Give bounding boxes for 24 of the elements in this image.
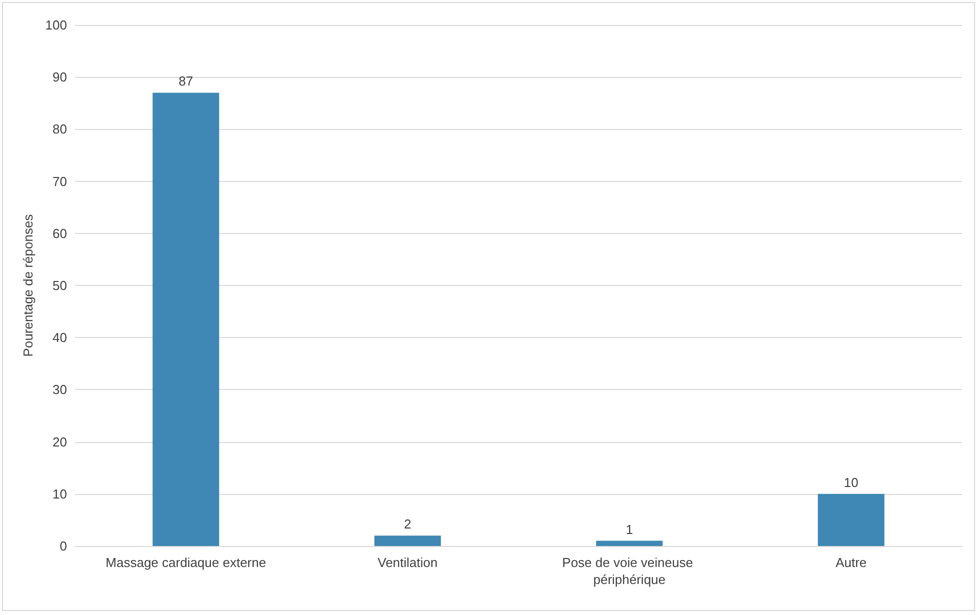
data-label: 10 <box>844 474 858 490</box>
y-tick-label: 30 <box>52 382 67 398</box>
x-tick-label: Ventilation <box>378 555 438 570</box>
y-tick-label: 100 <box>45 18 67 32</box>
y-tick-label: 70 <box>52 174 67 189</box>
x-tick-label: Pose de voie veineuse périphérique <box>562 555 697 587</box>
x-tick-label: Autre <box>836 555 867 570</box>
bar <box>596 540 663 546</box>
y-tick-label: 10 <box>52 486 67 502</box>
bar <box>818 494 884 546</box>
data-label: 1 <box>626 522 633 537</box>
data-label: 87 <box>178 74 194 89</box>
y-tick-label: 0 <box>60 538 67 554</box>
bar <box>152 92 220 546</box>
y-tick-label: 80 <box>52 122 67 137</box>
y-axis-title: Pourentage de réponses <box>20 214 36 357</box>
bar <box>374 536 441 546</box>
y-tick-label: 50 <box>52 278 67 293</box>
y-tick-label: 20 <box>52 434 67 450</box>
data-label: 2 <box>404 516 412 532</box>
x-tick-label: Massage cardiaque externe <box>106 555 266 570</box>
y-tick-label: 40 <box>52 330 67 346</box>
y-tick-label: 90 <box>52 70 67 85</box>
y-tick-label: 60 <box>52 226 67 241</box>
